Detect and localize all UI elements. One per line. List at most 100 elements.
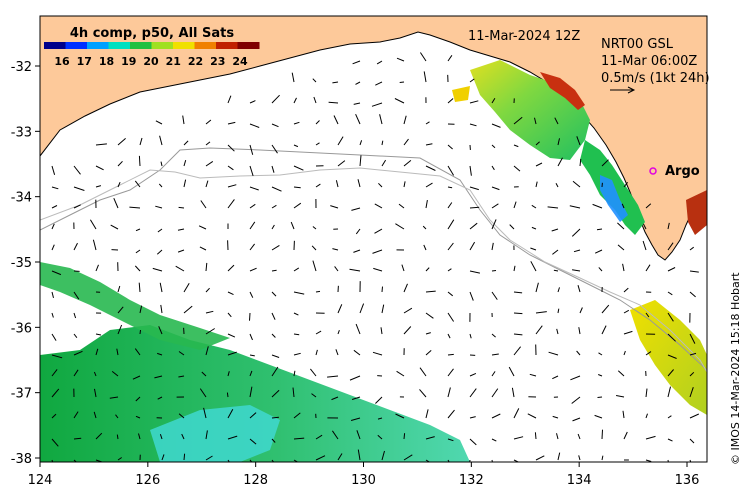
current-arrow [535, 455, 545, 461]
current-arrow [271, 204, 277, 209]
current-arrow [491, 165, 495, 171]
current-arrow [183, 179, 187, 188]
current-arrow [337, 304, 343, 314]
colorbar-tick-label: 17 [77, 55, 92, 68]
current-arrow [249, 354, 255, 357]
current-arrow [425, 350, 432, 356]
colorbar-tick-label: 22 [188, 55, 203, 68]
current-arrow [376, 60, 383, 65]
current-arrow [689, 413, 700, 419]
current-arrow [527, 413, 537, 419]
current-arrow [271, 354, 280, 358]
current-arrow [350, 417, 361, 421]
current-arrow [570, 375, 581, 381]
current-arrow [447, 219, 455, 230]
current-arrow [134, 348, 141, 356]
current-arrow [93, 411, 97, 419]
current-arrow [447, 186, 453, 189]
current-arrow [645, 388, 648, 398]
current-arrow [51, 186, 59, 190]
current-arrow [419, 389, 427, 398]
current-arrow [623, 309, 630, 314]
current-arrow [177, 228, 185, 231]
current-arrow [332, 81, 339, 84]
current-arrow [73, 165, 81, 175]
current-arrow [159, 434, 163, 440]
current-arrow [328, 101, 339, 104]
current-arrow [95, 432, 103, 440]
current-arrow [351, 396, 361, 400]
current-arrow [557, 452, 561, 461]
current-arrow [178, 413, 185, 419]
current-arrow [199, 388, 207, 398]
current-arrow [556, 328, 559, 335]
current-arrow [227, 333, 236, 338]
current-arrow [271, 416, 279, 419]
current-arrow [513, 436, 524, 440]
current-arrow [293, 370, 296, 377]
current-arrow [535, 162, 543, 167]
current-arrow [138, 433, 141, 440]
current-arrow [311, 245, 317, 251]
current-arrow [315, 349, 318, 356]
current-arrow [293, 412, 301, 419]
current-arrow [491, 353, 499, 356]
current-arrow [271, 438, 276, 443]
current-arrow [508, 366, 515, 377]
current-arrow [667, 369, 674, 377]
current-arrow [601, 159, 609, 167]
current-arrow [381, 286, 383, 293]
current-arrow [293, 97, 297, 104]
colorbar-swatch [194, 42, 217, 49]
current-arrow [271, 291, 277, 297]
current-arrow [51, 165, 56, 175]
current-arrow [598, 374, 603, 377]
current-arrow [152, 267, 163, 272]
current-arrow [227, 199, 235, 209]
current-arrow [535, 141, 540, 146]
current-arrow [271, 312, 276, 320]
current-arrow [95, 185, 102, 188]
current-arrow [403, 115, 407, 125]
colorbar-title: 4h comp, p50, All Sats [70, 26, 234, 41]
current-arrow [375, 81, 383, 86]
current-arrow [337, 136, 344, 146]
current-arrow [138, 282, 141, 293]
current-arrow [271, 269, 277, 272]
current-arrow [181, 433, 185, 440]
current-arrow [117, 457, 122, 461]
current-arrow [447, 409, 455, 419]
current-arrow [95, 459, 104, 462]
colorbar: 4h comp, p50, All Sats 16 17 18 19 20 21 22 23 2… [44, 26, 260, 68]
current-arrow [667, 333, 676, 342]
current-arrow [271, 244, 280, 251]
current-arrow [205, 455, 213, 461]
current-arrow [572, 417, 581, 422]
current-arrow [73, 242, 78, 251]
current-arrow [535, 181, 538, 188]
current-arrow [667, 415, 672, 419]
current-arrow [161, 454, 165, 461]
current-arrow [157, 396, 163, 400]
current-arrow [73, 350, 83, 356]
current-arrow [315, 330, 322, 335]
colorbar-swatch [87, 42, 109, 49]
current-arrow [557, 157, 563, 167]
current-arrow [447, 368, 454, 377]
current-arrow [352, 60, 361, 65]
current-arrow [356, 430, 361, 440]
sst-patch-small [452, 86, 470, 102]
current-arrow [249, 123, 260, 128]
current-arrow [313, 96, 317, 104]
current-arrow [689, 291, 696, 298]
current-arrow [51, 438, 59, 447]
current-arrow [249, 144, 254, 155]
current-arrow [491, 203, 499, 209]
current-arrow [183, 140, 189, 146]
x-tick-label: 132 [459, 473, 484, 488]
current-arrow [249, 243, 255, 251]
current-arrow [227, 184, 237, 188]
current-arrow [249, 312, 251, 321]
colorbar-swatch [173, 42, 195, 49]
current-arrow [51, 413, 57, 419]
